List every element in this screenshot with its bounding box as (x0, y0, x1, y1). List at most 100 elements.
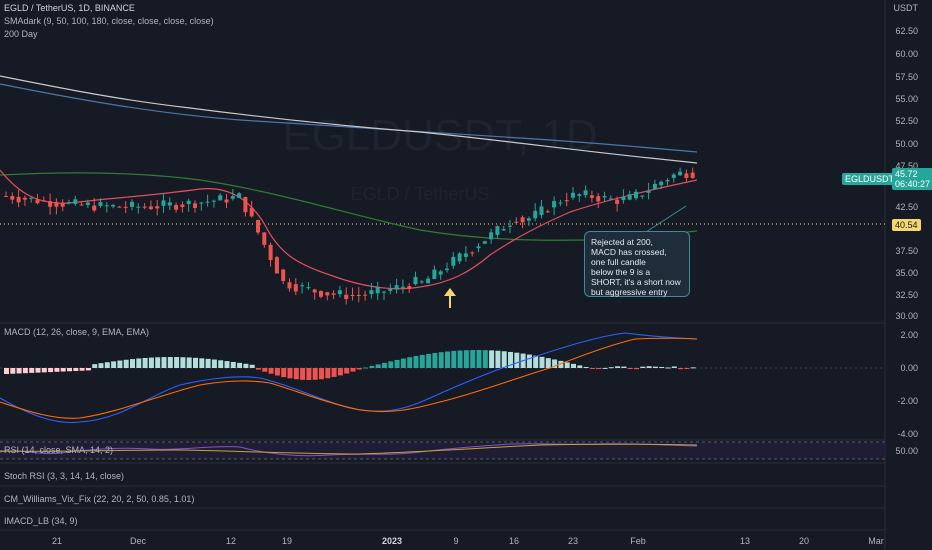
candle-body (495, 226, 500, 235)
candle-body (501, 229, 506, 231)
day200-indicator-label[interactable]: 200 Day (4, 29, 38, 39)
macd-bar (67, 368, 72, 372)
macd-bar (205, 358, 211, 368)
candle-body (627, 194, 632, 200)
candle-body (445, 268, 449, 271)
macd-bar (180, 357, 186, 368)
macd-bar (394, 359, 400, 368)
macd-bar (646, 366, 652, 368)
candle-body (589, 195, 594, 198)
symbol-tag: EGLDUSDT (842, 173, 898, 185)
annotation-line: MACD has crossed, (591, 247, 667, 257)
macd-bar (495, 350, 501, 368)
candle-body (426, 278, 431, 284)
macd-bar (627, 368, 633, 369)
macd-bar (344, 368, 350, 374)
date-tick: 21 (51, 536, 63, 546)
macd-bar (193, 357, 198, 368)
macd-bar (136, 358, 142, 368)
macd-bar (514, 352, 520, 368)
macd-bar (369, 365, 375, 368)
macd-bar (123, 359, 129, 368)
candle-body (79, 204, 84, 206)
candle-body (564, 200, 569, 202)
candle-body (29, 197, 34, 199)
macd-bar (356, 368, 362, 370)
macd-bar (583, 366, 589, 368)
bar-countdown: 06:40:27 (895, 179, 931, 189)
candle-body (583, 190, 588, 196)
ema9-line (0, 169, 698, 290)
price-tick: 52.50 (895, 116, 918, 126)
price-tick: 57.50 (895, 72, 918, 82)
sma-indicator-label[interactable]: SMAdark (9, 50, 100, 180, close, close, … (4, 16, 214, 26)
vix-fix-label[interactable]: CM_Williams_Vix_Fix (22, 20, 2, 50, 0.85… (4, 494, 195, 504)
price-tick: 42.50 (895, 202, 918, 212)
macd-bar (293, 368, 299, 380)
macd-bar (501, 351, 507, 368)
macd-bar (237, 362, 243, 368)
macd-bar (142, 357, 148, 368)
candle-body (161, 200, 166, 206)
stoch-rsi-label[interactable]: Stoch RSI (3, 3, 14, 14, close) (4, 471, 125, 481)
macd-bar (690, 367, 696, 369)
candle-body (577, 194, 582, 196)
macd-bar (274, 368, 280, 376)
annotation-note[interactable]: Rejected at 200, MACD has crossed, one f… (584, 231, 690, 297)
price-tick: 50.00 (895, 139, 918, 149)
candle-body (463, 253, 468, 257)
imacd-label[interactable]: IMACD_LB (34, 9) (4, 516, 78, 526)
macd-bar (451, 350, 457, 368)
macd-bar (230, 361, 236, 368)
candle-body (432, 269, 437, 279)
candle-body (98, 202, 103, 206)
sma50-line (0, 172, 698, 241)
macd-bar (388, 361, 394, 368)
date-tick: 20 (798, 536, 810, 546)
candle-body (243, 196, 248, 213)
candle-body (388, 288, 393, 291)
candle-body (331, 293, 336, 295)
macd-bar (400, 358, 406, 368)
macd-bar (640, 366, 646, 368)
annotation-line: SHORT, it's a short now (591, 277, 681, 287)
candle-body (249, 207, 254, 217)
macd-bar (526, 354, 532, 368)
macd-bar (218, 360, 224, 368)
macd-bar (155, 357, 161, 368)
rsi-label[interactable]: RSI (14, close, SMA, 14, 2) (4, 445, 114, 455)
macd-bar (268, 368, 274, 374)
macd-bar (148, 357, 154, 368)
candle-body (193, 203, 197, 208)
macd-bar (363, 367, 369, 369)
rsi-ma-line (0, 443, 698, 455)
watermark-name: EGLD / TetherUS (351, 184, 490, 204)
candle-body (306, 287, 311, 289)
price-tick: 55.00 (895, 94, 918, 104)
macd-bar (130, 359, 135, 368)
candle-body (640, 195, 645, 197)
candle-body (117, 206, 122, 208)
candle-body (300, 285, 305, 287)
candle-body (438, 271, 443, 275)
candle-body (400, 286, 405, 288)
candle-body (476, 246, 481, 249)
macd-bar (111, 361, 117, 368)
candle-body (350, 294, 355, 296)
candle-body (10, 196, 15, 200)
symbol-title[interactable]: EGLD / TetherUS, 1D, BINANCE (4, 3, 135, 13)
candle-body (312, 289, 317, 293)
date-tick: 9 (453, 536, 459, 546)
candle-body (142, 206, 147, 208)
candle-body (92, 205, 97, 211)
macd-bar (211, 359, 217, 368)
annotation-line: one full candle (591, 257, 646, 267)
macd-tick: 2.00 (900, 330, 918, 340)
macd-bar (287, 368, 293, 379)
annotation-pointer (645, 205, 687, 233)
candle-body (73, 199, 78, 204)
macd-label[interactable]: MACD (12, 26, close, 9, EMA, EMA) (4, 327, 150, 337)
macd-bar (678, 368, 684, 370)
candle-body (230, 196, 235, 199)
